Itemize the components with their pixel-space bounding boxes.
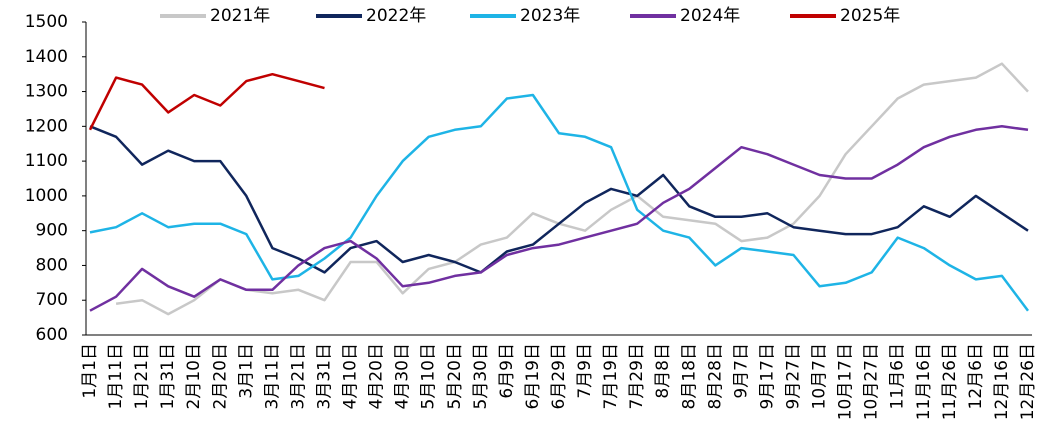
x-tick-label: 12月26日	[1018, 343, 1038, 420]
x-tick-label: 7月19日	[601, 343, 621, 409]
x-tick-label: 8月28日	[705, 343, 725, 409]
y-tick-label: 1200	[25, 116, 68, 136]
x-tick-label: 3月1日	[236, 343, 256, 399]
x-tick-label: 1月11日	[106, 343, 126, 409]
x-tick-label: 2月20日	[210, 343, 230, 409]
x-tick-label: 10月17日	[836, 343, 856, 420]
x-tick-label: 2月10日	[184, 343, 204, 409]
y-tick-label: 1300	[25, 82, 68, 102]
y-tick-label: 1100	[25, 151, 68, 171]
series-line	[115, 62, 1029, 316]
x-tick-label: 8月8日	[653, 343, 673, 399]
y-tick-label: 1400	[25, 47, 68, 67]
series-line	[89, 93, 1029, 312]
x-tick-label: 6月29日	[549, 343, 569, 409]
x-tick-label: 1月31日	[158, 343, 178, 409]
y-tick-label: 700	[36, 290, 68, 310]
x-tick-label: 7月29日	[627, 343, 647, 409]
x-tick-label: 6月19日	[523, 343, 543, 409]
x-tick-label: 11月6日	[888, 343, 908, 409]
x-tick-label: 12月16日	[992, 343, 1012, 420]
legend-label: 2024年	[680, 6, 740, 26]
x-tick-label: 3月11日	[262, 343, 282, 409]
series-line	[89, 125, 1029, 312]
y-tick-label: 600	[36, 325, 68, 345]
x-tick-label: 4月20日	[367, 343, 387, 409]
x-tick-label: 9月17日	[757, 343, 777, 409]
x-tick-label: 4月10日	[341, 343, 361, 409]
legend-label: 2023年	[520, 6, 580, 26]
y-tick-label: 1000	[25, 186, 68, 206]
x-tick-label: 3月31日	[315, 343, 335, 409]
y-tick-label: 1500	[25, 12, 68, 32]
x-tick-label: 1月1日	[80, 343, 100, 399]
x-tick-label: 9月7日	[731, 343, 751, 399]
x-tick-label: 10月7日	[810, 343, 830, 409]
x-tick-label: 9月27日	[784, 343, 804, 409]
legend-label: 2025年	[840, 6, 900, 26]
x-tick-label: 4月30日	[393, 343, 413, 409]
x-tick-label: 1月21日	[132, 343, 152, 409]
series-line	[89, 125, 1029, 274]
x-tick-label: 7月9日	[575, 343, 595, 399]
legend-label: 2021年	[210, 6, 270, 26]
x-tick-label: 3月21日	[288, 343, 308, 409]
x-tick-label: 5月10日	[419, 343, 439, 409]
x-tick-label: 11月26日	[940, 343, 960, 420]
x-tick-label: 10月27日	[862, 343, 882, 420]
series-line	[88, 72, 325, 131]
x-tick-label: 12月6日	[966, 343, 986, 409]
x-tick-label: 11月16日	[914, 343, 934, 420]
x-tick-label: 6月9日	[497, 343, 517, 399]
y-tick-label: 800	[36, 255, 68, 275]
legend-label: 2022年	[366, 6, 426, 26]
x-tick-label: 5月20日	[445, 343, 465, 409]
x-tick-label: 5月30日	[471, 343, 491, 409]
x-tick-label: 8月18日	[679, 343, 699, 409]
y-tick-label: 900	[36, 221, 68, 241]
